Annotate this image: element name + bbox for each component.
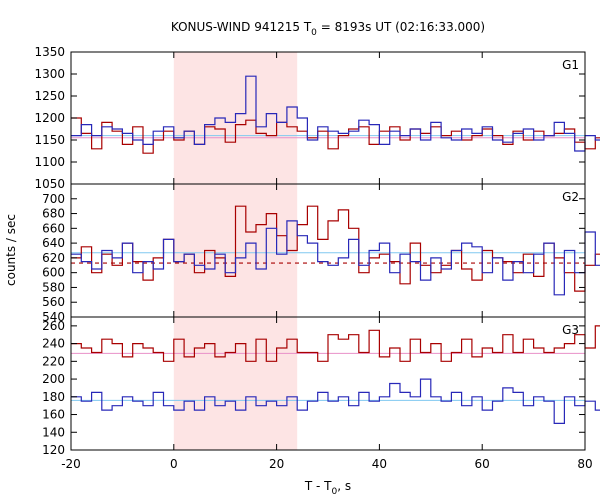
y-tick-label: 560 xyxy=(42,295,65,309)
y-tick-label: 220 xyxy=(42,354,65,368)
y-tick-label: 1100 xyxy=(34,155,65,169)
x-tick-label: 20 xyxy=(269,457,284,471)
y-tick-label: 580 xyxy=(42,280,65,294)
y-tick-label: 140 xyxy=(42,425,65,439)
panel-g2 xyxy=(71,205,600,296)
y-tick-label: 240 xyxy=(42,337,65,351)
x-tick-label: 60 xyxy=(475,457,490,471)
y-tick-label: 700 xyxy=(42,192,65,206)
y-tick-label: 1300 xyxy=(34,67,65,81)
y-tick-label: 600 xyxy=(42,266,65,280)
y-tick-label: 620 xyxy=(42,251,65,265)
y-tick-label: 120 xyxy=(42,443,65,457)
y-tick-label: 1200 xyxy=(34,111,65,125)
panel-label: G3 xyxy=(562,323,579,337)
red-step-series xyxy=(71,205,600,292)
axes: 1050110011501200125013001350G15405605806… xyxy=(34,45,592,471)
panel-frame xyxy=(70,183,586,318)
y-tick-label: 180 xyxy=(42,390,65,404)
y-tick-label: 1150 xyxy=(34,133,65,147)
y-tick-label: 200 xyxy=(42,372,65,386)
blue-step-series xyxy=(71,75,600,152)
chart-title: KONUS-WIND 941215 T0 = 8193s UT (02:16:3… xyxy=(171,20,485,38)
xlabel-subscript: 0 xyxy=(332,487,338,497)
y-tick-label: 1050 xyxy=(34,177,65,191)
panel-label: G1 xyxy=(562,58,579,72)
red-step-series xyxy=(71,325,600,362)
title-subscript: 0 xyxy=(311,28,317,38)
panel-g1 xyxy=(71,75,600,154)
panel-label: G2 xyxy=(562,190,579,204)
panel-g3 xyxy=(71,325,600,424)
x-tick-label: 40 xyxy=(372,457,387,471)
x-tick-label: 80 xyxy=(577,457,592,471)
y-tick-label: 540 xyxy=(42,310,65,324)
y-tick-label: 660 xyxy=(42,221,65,235)
y-tick-label: 260 xyxy=(42,319,65,333)
blue-step-series xyxy=(71,378,600,424)
x-axis-label: T - T0, s xyxy=(304,479,351,497)
y-tick-label: 160 xyxy=(42,408,65,422)
x-tick-label: -20 xyxy=(61,457,81,471)
x-tick-label: 0 xyxy=(170,457,178,471)
y-tick-label: 1250 xyxy=(34,89,65,103)
y-axis-label: counts / sec xyxy=(4,214,18,286)
panel-frame xyxy=(70,51,586,185)
panel-frame xyxy=(70,316,586,451)
y-tick-label: 640 xyxy=(42,236,65,250)
y-tick-label: 680 xyxy=(42,207,65,221)
y-tick-label: 1350 xyxy=(34,45,65,59)
plot-area xyxy=(71,52,600,450)
blue-step-series xyxy=(71,220,600,296)
